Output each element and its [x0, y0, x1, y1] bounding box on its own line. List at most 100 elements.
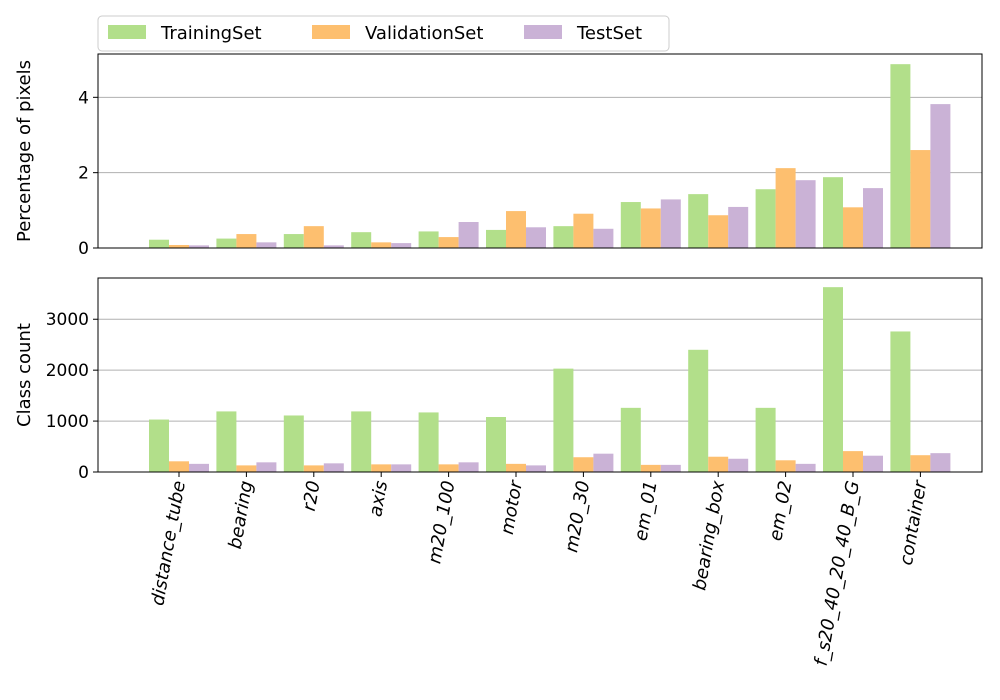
- bar-TrainingSet-motor: [486, 229, 506, 248]
- bar-TrainingSet-em_02: [755, 189, 776, 248]
- axes-frame: [97, 53, 983, 249]
- x-tick-label: bearing_box: [689, 479, 729, 592]
- bar-TestSet-f_s20_40_20_40_B_G: [863, 188, 883, 248]
- bar-ValidationSet-container: [910, 455, 931, 472]
- bar-ValidationSet-motor: [506, 463, 526, 472]
- legend-label: ValidationSet: [365, 23, 483, 44]
- bar-TestSet-motor: [526, 227, 546, 248]
- x-tick-label: motor: [497, 478, 527, 536]
- bar-TestSet-em_02: [795, 180, 816, 248]
- bar-TestSet-container: [930, 453, 951, 472]
- bar-ValidationSet-r20: [303, 226, 324, 248]
- y-tick-label: 0: [78, 239, 89, 259]
- x-tick-label: r20: [299, 479, 325, 512]
- bar-TrainingSet-container: [890, 331, 911, 472]
- x-tick-label: distance_tube: [147, 479, 190, 607]
- bar-TestSet-f_s20_40_20_40_B_G: [863, 455, 883, 472]
- y-tick-label: 0: [78, 463, 89, 483]
- bar-TrainingSet-m20_30: [553, 368, 574, 472]
- bar-TrainingSet-m20_30: [553, 226, 574, 248]
- bar-ValidationSet-f_s20_40_20_40_B_G: [843, 207, 863, 248]
- bar-ValidationSet-bearing: [236, 234, 257, 248]
- bar-TrainingSet-em_01: [620, 407, 641, 472]
- bar-ValidationSet-em_01: [640, 208, 661, 248]
- bar-TrainingSet-f_s20_40_20_40_B_G: [823, 287, 843, 472]
- legend-swatch-ValidationSet: [312, 25, 350, 39]
- bar-TrainingSet-m20_100: [418, 231, 439, 248]
- bar-TestSet-bearing_box: [728, 206, 749, 248]
- bar-TrainingSet-container: [890, 64, 911, 249]
- bar-TrainingSet-motor: [486, 417, 506, 472]
- axes-frame: [97, 277, 983, 473]
- y-tick-label: 1000: [46, 412, 89, 432]
- bar-TestSet-m20_100: [458, 462, 479, 472]
- bar-TrainingSet-bearing: [216, 238, 237, 248]
- y-tick-label: 2000: [46, 361, 89, 381]
- bar-TestSet-distance_tube: [189, 245, 209, 248]
- bar-TrainingSet-r20: [283, 415, 304, 472]
- bar-TestSet-bearing: [256, 462, 277, 472]
- bar-TrainingSet-distance_tube: [149, 239, 169, 248]
- x-tick-label: f_s20_40_20_40_B_G: [811, 479, 864, 667]
- bar-TestSet-r20: [323, 245, 344, 248]
- x-tick-label: axis: [365, 479, 392, 518]
- bar-TestSet-em_01: [660, 199, 681, 248]
- bar-ValidationSet-m20_30: [573, 213, 594, 248]
- x-tick-label: em_02: [765, 479, 796, 542]
- bar-TrainingSet-axis: [351, 232, 372, 248]
- bar-ValidationSet-r20: [303, 465, 324, 472]
- class-count-panel: 0 1000 2000 3000 Class count: [14, 277, 983, 483]
- bar-TestSet-em_02: [795, 463, 816, 472]
- bar-ValidationSet-axis: [371, 464, 392, 472]
- legend-box: [97, 15, 670, 52]
- bar-ValidationSet-em_01: [640, 464, 661, 472]
- bar-TestSet-m20_30: [593, 453, 614, 472]
- bar-TrainingSet-axis: [351, 411, 372, 472]
- legend-swatch-TestSet: [524, 25, 562, 39]
- bar-TestSet-em_01: [660, 464, 681, 472]
- bar-ValidationSet-distance_tube: [169, 461, 189, 472]
- x-tick-label: m20_30: [561, 479, 594, 554]
- x-tick-label: bearing: [225, 479, 258, 550]
- legend: TrainingSet ValidationSet TestSet: [97, 15, 670, 52]
- legend-swatch-TrainingSet: [108, 25, 146, 39]
- bar-TrainingSet-bearing_box: [688, 349, 709, 472]
- bar-ValidationSet-bearing_box: [708, 215, 729, 248]
- bar-TestSet-axis: [391, 243, 412, 248]
- bar-ValidationSet-m20_100: [438, 237, 459, 248]
- legend-label: TrainingSet: [160, 23, 262, 44]
- bar-ValidationSet-f_s20_40_20_40_B_G: [843, 451, 863, 472]
- bar-TrainingSet-m20_100: [418, 412, 439, 472]
- bar-TestSet-m20_100: [458, 222, 479, 248]
- x-tick-label: em_01: [631, 479, 662, 542]
- x-tick-label: m20_100: [424, 479, 459, 565]
- x-tick-label: container: [896, 478, 932, 567]
- bar-TrainingSet-em_01: [620, 202, 641, 248]
- bar-TestSet-bearing: [256, 242, 277, 248]
- bar-TrainingSet-r20: [283, 234, 304, 248]
- x-tick-labels: distance_tube bearing r20 axis m20_100 motor m…: [147, 472, 932, 668]
- bar-ValidationSet-distance_tube: [169, 244, 189, 248]
- bar-ValidationSet-m20_30: [573, 457, 594, 472]
- bar-ValidationSet-container: [910, 150, 931, 248]
- y-axis-label: Class count: [14, 323, 35, 427]
- bar-ValidationSet-axis: [371, 242, 392, 248]
- bar-TestSet-r20: [323, 463, 344, 472]
- bar-TestSet-container: [930, 104, 951, 248]
- y-tick-label: 2: [78, 164, 89, 184]
- bar-TrainingSet-distance_tube: [149, 419, 169, 472]
- bar-TestSet-distance_tube: [189, 463, 209, 472]
- bar-TestSet-motor: [526, 465, 546, 472]
- bar-ValidationSet-motor: [506, 211, 526, 248]
- bar-ValidationSet-m20_100: [438, 464, 459, 472]
- bar-TrainingSet-bearing_box: [688, 194, 709, 248]
- bar-ValidationSet-bearing_box: [708, 456, 729, 472]
- bar-TrainingSet-em_02: [755, 407, 776, 472]
- bar-ValidationSet-em_02: [775, 168, 796, 248]
- bar-TrainingSet-bearing: [216, 411, 237, 472]
- pixel-percentage-panel: 0 2 4 Percentage of pixels: [14, 53, 983, 259]
- y-tick-label: 4: [78, 88, 89, 108]
- legend-label: TestSet: [576, 23, 642, 44]
- bar-ValidationSet-em_02: [775, 460, 796, 472]
- bar-TrainingSet-f_s20_40_20_40_B_G: [823, 177, 843, 248]
